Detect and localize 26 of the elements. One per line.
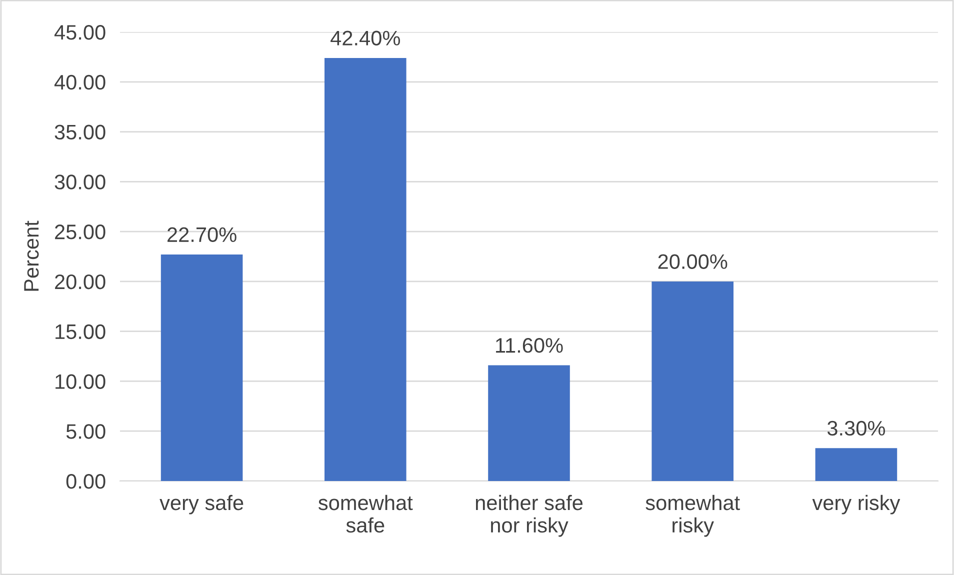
- bar: [324, 58, 406, 481]
- y-tick-label: 0.00: [66, 474, 106, 489]
- x-tick-label: very safe: [160, 494, 244, 514]
- y-tick-label: 15.00: [56, 324, 106, 340]
- bar: [160, 254, 243, 481]
- data-label: 42.40%: [330, 30, 400, 46]
- y-tick-label: 30.00: [54, 174, 106, 190]
- data-label: 20.00%: [658, 254, 728, 269]
- y-tick-label: 40.00: [54, 74, 106, 90]
- x-tick-label: very risky: [812, 494, 900, 514]
- y-tick-label: 45.00: [54, 25, 106, 40]
- x-tick-label: somewhat safe: [318, 494, 413, 533]
- x-tick-label: neither safe nor risky: [476, 494, 583, 537]
- y-tick-label: 10.00: [56, 374, 106, 389]
- x-tick-label: somewhat risky: [646, 494, 740, 537]
- y-tick-label: 20.00: [55, 274, 106, 290]
- y-axis-title: Percent: [24, 220, 39, 291]
- y-tick-label: 35.00: [54, 124, 106, 140]
- data-label: 11.60%: [496, 338, 563, 353]
- data-label: 3.30%: [827, 420, 885, 436]
- data-label: 22.70%: [168, 227, 236, 242]
- bar: [488, 365, 570, 481]
- bar: [652, 281, 734, 481]
- bar: [815, 448, 898, 481]
- y-tick-label: 5.00: [66, 424, 106, 439]
- y-tick-label: 25.00: [55, 224, 106, 240]
